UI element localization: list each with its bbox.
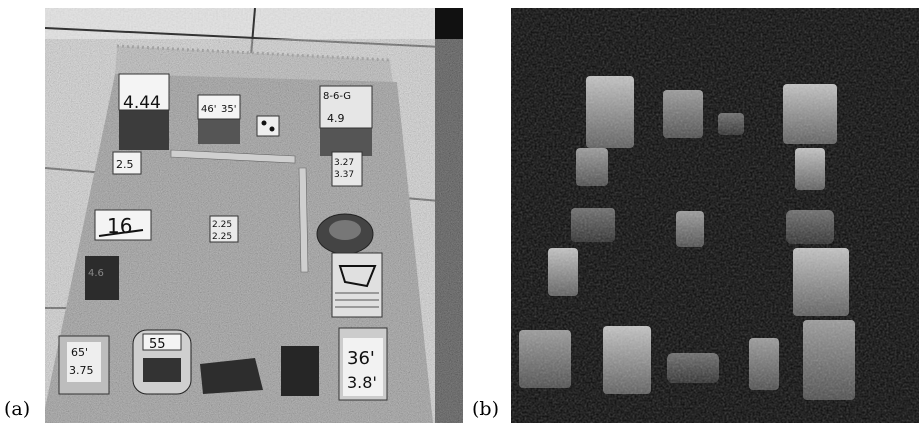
box-7-label-a: 2.25 xyxy=(212,220,232,230)
box-9-striped xyxy=(331,252,383,318)
box-3: 8-6-G 4.9 xyxy=(319,85,373,156)
photo-right-edge-shadow xyxy=(435,8,463,423)
box-8: 4.6 xyxy=(85,256,119,300)
box-2-label-b: 35' xyxy=(221,104,236,115)
box-14: 36' 3.8' xyxy=(338,327,388,401)
box-10-label-b: 3.75 xyxy=(69,364,94,377)
box-11-label: 55 xyxy=(149,337,166,352)
box-2: 46' 35' xyxy=(197,94,280,144)
box-5-label-a: 3.27 xyxy=(334,158,354,168)
box-6: 16 xyxy=(94,209,152,241)
toy-car-2: 55 xyxy=(132,329,192,395)
rug-fringe xyxy=(115,44,393,83)
toy-car-1 xyxy=(316,213,374,255)
box-1: 4.44 xyxy=(118,73,170,150)
photo-rug-svg: 4.44 46' 35' 8-6-G 4.9 2.5 3.27 3.37 xyxy=(45,8,463,423)
box-3-label-b: 4.9 xyxy=(327,112,345,125)
box-2-label-a: 46' xyxy=(201,104,216,115)
box-12 xyxy=(200,358,263,394)
ruler xyxy=(170,149,309,273)
box-10: 65' 3.75 xyxy=(58,335,110,395)
box-5-label-b: 3.37 xyxy=(334,170,354,180)
depth-map xyxy=(511,8,919,423)
photo-rug-scene: 4.44 46' 35' 8-6-G 4.9 2.5 3.27 3.37 xyxy=(45,8,463,423)
panel-label-a: (a) xyxy=(4,398,31,420)
box-13 xyxy=(281,346,319,396)
box-7-label-b: 2.25 xyxy=(212,232,232,242)
depth-map-svg xyxy=(511,8,919,423)
depth-noise xyxy=(511,8,919,423)
box-8-label: 4.6 xyxy=(88,268,104,279)
box-7: 2.25 2.25 xyxy=(209,215,239,243)
box-5: 3.27 3.37 xyxy=(331,151,363,187)
box-14-label-a: 36' xyxy=(347,348,375,369)
panel-label-b: (b) xyxy=(472,398,499,420)
box-10-label-a: 65' xyxy=(71,346,88,359)
box-1-label: 4.44 xyxy=(123,93,161,113)
box-14-label-b: 3.8' xyxy=(347,373,377,392)
box-4-label: 2.5 xyxy=(116,158,134,171)
box-3-label-a: 8-6-G xyxy=(323,91,351,102)
box-4: 2.5 xyxy=(112,151,142,175)
